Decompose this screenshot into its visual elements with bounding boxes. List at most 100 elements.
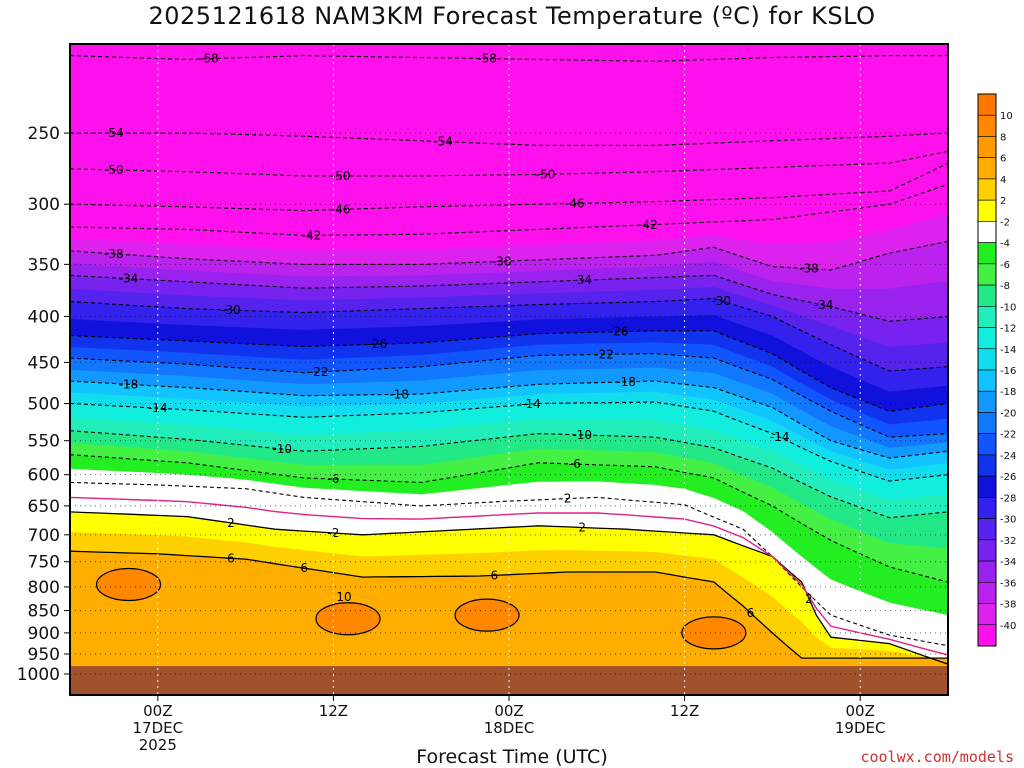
colorbar-cell xyxy=(977,369,997,392)
colorbar-label: 6 xyxy=(1000,154,1006,165)
isotherm-label: -18 xyxy=(616,375,636,389)
isotherm-label-text: -50 xyxy=(536,167,556,181)
colorbar-cell xyxy=(977,263,997,286)
colorbar-cell xyxy=(977,93,997,116)
isotherm-label-text: -22 xyxy=(594,347,614,361)
colorbar-cell xyxy=(977,221,997,243)
isotherm-label: -38 xyxy=(799,262,819,276)
warm-pocket xyxy=(681,616,747,650)
colorbar-cell xyxy=(977,178,997,201)
isotherm-label: -6 xyxy=(327,472,339,486)
colorbar-cell xyxy=(977,242,997,265)
x-tick-label: 18DEC xyxy=(484,719,535,737)
isotherm-label-text: -2 xyxy=(327,526,339,540)
y-tick-label: 350 xyxy=(28,255,60,275)
isotherm-label: -58 xyxy=(199,52,219,66)
isotherm-label: -14 xyxy=(770,430,790,444)
isotherm-line xyxy=(70,150,948,177)
isotherm-label-text: 6 xyxy=(491,568,499,582)
colorbar-label: -26 xyxy=(1000,472,1016,483)
x-tick-label: 00Z xyxy=(494,702,523,720)
y-tick-label: 550 xyxy=(28,432,60,452)
colorbar-label: 2 xyxy=(1000,196,1006,207)
isotherm-label: -30 xyxy=(221,303,241,317)
isotherm-label-text: -26 xyxy=(609,325,629,339)
colorbar-cell xyxy=(977,306,997,328)
isotherm-label: -22 xyxy=(309,365,329,379)
isotherm-label: 6 xyxy=(747,606,755,620)
isotherm-label-text: 2 xyxy=(805,592,813,606)
x-tick-label: 12Z xyxy=(319,702,348,720)
isotherm-label-text: -18 xyxy=(389,387,409,401)
colorbar-cell xyxy=(977,348,997,371)
isotherm-label: -14 xyxy=(521,397,541,411)
colorbar-label: 8 xyxy=(1000,132,1006,143)
isotherm-label-text: -10 xyxy=(572,428,592,442)
isotherm-label-text: -42 xyxy=(638,218,658,232)
isotherm-label: -22 xyxy=(594,347,614,361)
isotherm-label: -6 xyxy=(569,457,581,471)
isotherm-label-text: -30 xyxy=(221,303,241,317)
isotherm-label-text: -22 xyxy=(309,365,329,379)
chart-title: 2025121618 NAM3KM Forecast Temperature (… xyxy=(148,2,876,30)
isotherm-label-text: -14 xyxy=(770,430,790,444)
isotherm-line xyxy=(70,550,948,659)
y-tick-label: 450 xyxy=(28,353,60,373)
colorbar-cell xyxy=(977,412,997,434)
x-axis-label: Forecast Time (UTC) xyxy=(416,746,608,768)
isotherm-label: -42 xyxy=(638,218,658,232)
colorbar-cell xyxy=(977,327,997,350)
colorbar-label: -6 xyxy=(1000,260,1010,271)
isotherm-label-text: -50 xyxy=(331,169,351,183)
colorbar-label: -38 xyxy=(1000,600,1016,611)
isotherm-label-text: -10 xyxy=(272,442,292,456)
y-tick-label: 900 xyxy=(28,624,60,644)
isotherm-label-text: 6 xyxy=(300,561,308,575)
isotherm-label: -50 xyxy=(536,167,556,181)
isotherm-label-text: -38 xyxy=(799,262,819,276)
isotherm-label-text: -38 xyxy=(104,247,124,261)
colorbar-label: -34 xyxy=(1000,557,1016,568)
y-tick-label: 650 xyxy=(28,497,60,517)
isotherm-label-text: -50 xyxy=(104,163,124,177)
x-tick-label: 00Z xyxy=(846,702,875,720)
colorbar-label: -28 xyxy=(1000,493,1016,504)
isotherm-label: -10 xyxy=(572,428,592,442)
colorbar-label: -40 xyxy=(1000,621,1016,632)
x-tick-label: 12Z xyxy=(670,702,699,720)
colorbar-label: -12 xyxy=(1000,324,1016,335)
isotherm-line xyxy=(70,240,948,271)
isotherm-label: -30 xyxy=(711,294,731,308)
isotherm-line xyxy=(70,274,948,322)
isotherm-label: 6 xyxy=(491,568,499,582)
isotherm-label: -10 xyxy=(272,442,292,456)
colorbar-cell xyxy=(977,136,997,158)
colorbar-label: -24 xyxy=(1000,451,1016,462)
isotherm-label-text: -54 xyxy=(104,126,124,140)
isotherm-label: 2 xyxy=(805,592,813,606)
isotherm-label-text: 6 xyxy=(747,606,755,620)
isotherm-label: -38 xyxy=(492,254,512,268)
isotherm-label-text: -58 xyxy=(477,52,497,66)
colorbar-label: -8 xyxy=(1000,281,1010,292)
x-tick-label: 00Z xyxy=(143,702,172,720)
colorbar-label: -18 xyxy=(1000,387,1016,398)
isotherm-label-text: -34 xyxy=(572,273,592,287)
isotherm-label: -26 xyxy=(609,325,629,339)
y-tick-label: 700 xyxy=(28,526,60,546)
isotherm-label-text: -26 xyxy=(367,337,387,351)
colorbar-cell xyxy=(977,582,997,604)
isotherm-label: -26 xyxy=(367,337,387,351)
isotherm-label-text: -54 xyxy=(433,135,453,149)
credit-text: coolwx.com/models xyxy=(860,748,1014,766)
warm-pocket xyxy=(454,598,520,632)
isotherm-label: -50 xyxy=(104,163,124,177)
isotherm-label-text: -6 xyxy=(569,457,581,471)
isotherm-line xyxy=(70,55,948,62)
isotherm-label: -54 xyxy=(104,126,124,140)
isotherm-label-text: -14 xyxy=(521,397,541,411)
isotherm-label: 2 xyxy=(227,516,235,530)
isotherm-label: -34 xyxy=(119,272,139,286)
y-tick-label: 250 xyxy=(28,124,60,144)
